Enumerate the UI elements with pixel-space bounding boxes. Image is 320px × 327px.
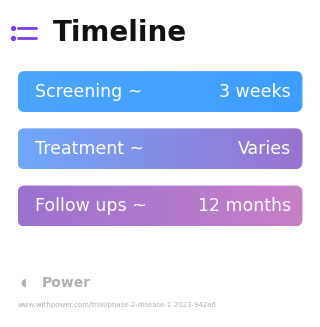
- FancyBboxPatch shape: [18, 128, 302, 169]
- Text: Power: Power: [42, 276, 91, 290]
- Text: Varies: Varies: [238, 140, 291, 158]
- Text: ◖: ◖: [20, 278, 26, 288]
- Text: Screening ~: Screening ~: [35, 82, 143, 101]
- Text: Treatment ~: Treatment ~: [35, 140, 144, 158]
- Text: 3 weeks: 3 weeks: [220, 82, 291, 101]
- FancyBboxPatch shape: [18, 71, 302, 112]
- Text: www.withpower.com/trial/phase-2-disease-1-2023-942a6: www.withpower.com/trial/phase-2-disease-…: [18, 302, 217, 308]
- Text: Timeline: Timeline: [53, 19, 187, 47]
- FancyBboxPatch shape: [18, 185, 302, 226]
- Text: 12 months: 12 months: [198, 197, 291, 215]
- Text: Follow ups ~: Follow ups ~: [35, 197, 147, 215]
